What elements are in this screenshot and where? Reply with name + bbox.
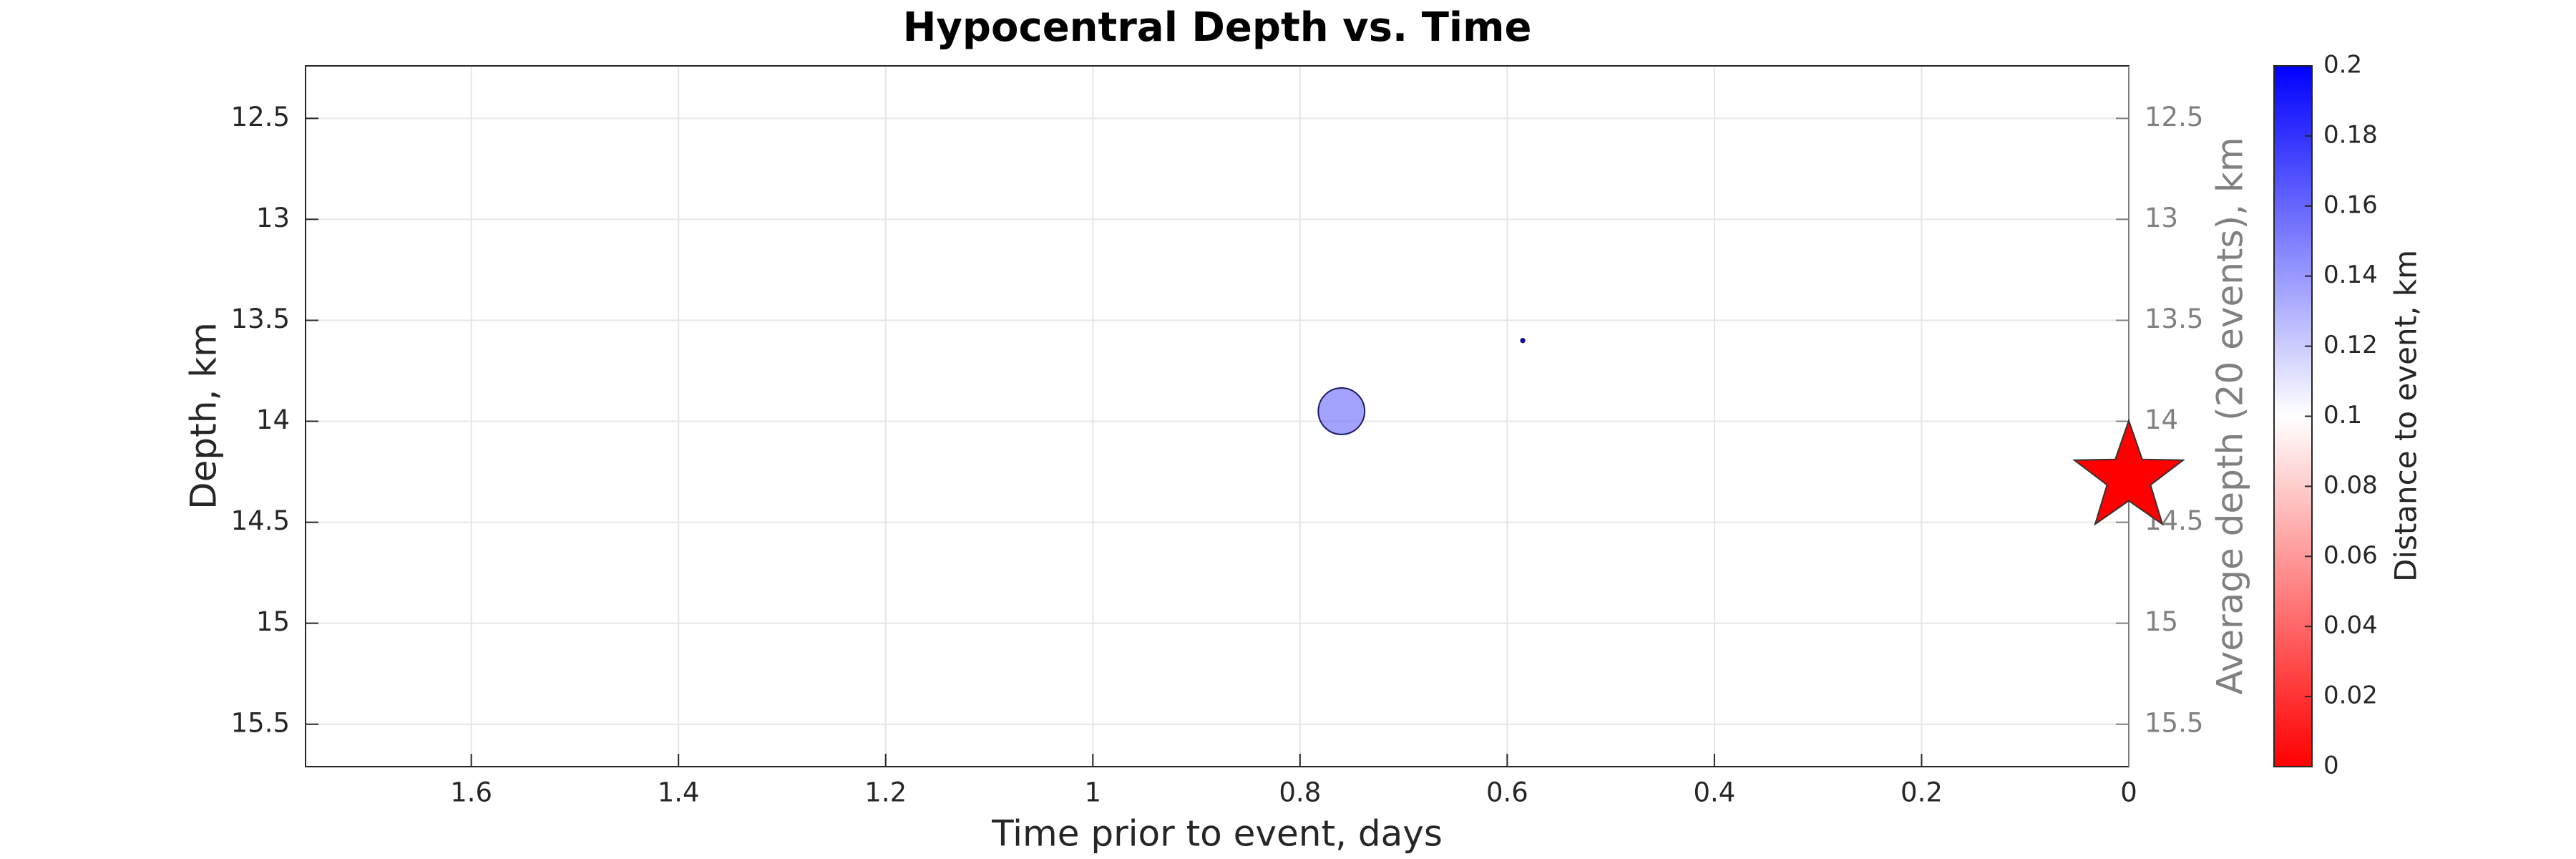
y2-tick-label: 14 (2145, 404, 2178, 435)
y2-tick-label: 15.5 (2145, 707, 2203, 738)
colorbar-tick-label: 0.2 (2323, 51, 2362, 79)
x-tick-label: 1.6 (450, 777, 492, 808)
y-tick-label: 13 (256, 203, 290, 233)
colorbar-tick-label: 0.02 (2323, 681, 2378, 710)
mainshock-star (2072, 418, 2186, 526)
colorbar-tick-label: 0.06 (2323, 541, 2378, 570)
y2-axis-label: Average depth (20 events), km (2210, 137, 2251, 694)
x-tick-label: 1.4 (658, 777, 700, 808)
x-axis-label: Time prior to event, days (991, 813, 1443, 855)
colorbar-label: Distance to event, km (2389, 250, 2424, 582)
colorbar-tick-label: 0.16 (2323, 190, 2378, 219)
x-tick-label: 1 (1084, 777, 1101, 808)
y2-tick-label: 13 (2145, 203, 2178, 233)
y-tick-label: 15.5 (231, 707, 290, 738)
x-tick-label: 0.2 (1901, 777, 1943, 808)
event-marker (1317, 387, 1366, 435)
x-tick-label: 0.6 (1486, 777, 1528, 808)
y2-tick-label: 13.5 (2145, 304, 2203, 334)
y-tick-label: 14.5 (231, 505, 290, 536)
x-tick-label: 1.2 (864, 777, 907, 808)
y-tick-label: 12.5 (231, 102, 290, 132)
y2-tick-label: 12.5 (2145, 102, 2203, 132)
colorbar-tick-label: 0.18 (2323, 120, 2378, 149)
y-tick-label: 14 (256, 404, 290, 435)
colorbar-tick-label: 0.1 (2323, 401, 2362, 430)
colorbar-tick-label: 0 (2323, 752, 2339, 780)
colorbar-tick-label: 0.08 (2323, 471, 2378, 500)
event-marker (1520, 338, 1526, 344)
y-axis-label: Depth, km (183, 322, 225, 510)
x-tick-label: 0.4 (1693, 777, 1735, 808)
y-tick-label: 15 (256, 606, 290, 637)
colorbar-tick-label: 0.04 (2323, 611, 2378, 640)
colorbar-tick-label: 0.14 (2323, 261, 2378, 289)
y-tick-label: 13.5 (231, 304, 290, 334)
x-tick-label: 0.8 (1279, 777, 1321, 808)
colorbar-tick-label: 0.12 (2323, 331, 2378, 359)
chart-title: Hypocentral Depth vs. Time (903, 4, 1532, 51)
y2-tick-label: 15 (2145, 606, 2178, 637)
x-tick-label: 0 (2120, 777, 2137, 808)
